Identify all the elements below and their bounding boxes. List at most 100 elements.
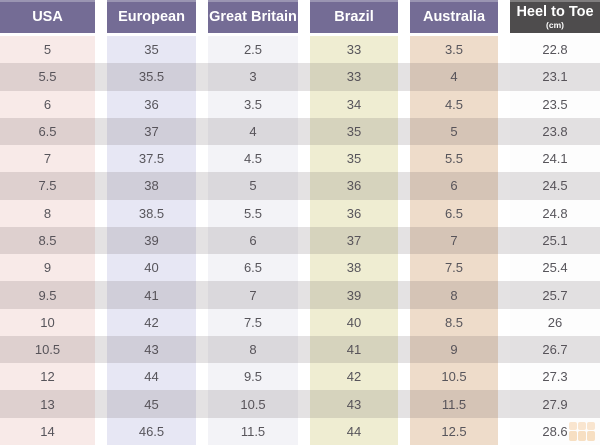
column-header-european: European (107, 0, 196, 33)
table-cell: 35 (310, 117, 398, 146)
table-cell: 46.5 (107, 417, 196, 445)
table-cell: 40 (310, 308, 398, 336)
table-cell: 42 (107, 308, 196, 336)
column-header-label: Australia (422, 8, 486, 25)
table-row: 14 46.5 11.5 44 12.5 28.6 (0, 417, 600, 445)
table-cell: 8.5 (0, 226, 95, 255)
table-cell: 3.5 (208, 90, 298, 118)
table-cell: 6.5 (410, 199, 498, 227)
column-header-heel-to-toe: Heel to Toe (cm) (510, 0, 600, 33)
table-cell: 28.6 (510, 417, 600, 445)
table-cell: 7 (208, 281, 298, 309)
table-cell: 35 (107, 36, 196, 64)
table-cell: 38 (107, 172, 196, 200)
table-cell: 39 (310, 281, 398, 309)
table-cell: 43 (107, 335, 196, 364)
table-cell: 44 (107, 363, 196, 391)
table-row: 13 45 10.5 43 11.5 27.9 (0, 390, 600, 418)
column-header-label: Heel to Toe (516, 3, 594, 20)
table-cell: 38.5 (107, 199, 196, 227)
table-cell: 4 (208, 117, 298, 146)
column-header-label: USA (32, 8, 63, 25)
table-cell: 6 (208, 226, 298, 255)
table-cell: 24.1 (510, 145, 600, 173)
table-cell: 14 (0, 417, 95, 445)
table-cell: 7.5 (410, 254, 498, 282)
table-cell: 41 (310, 335, 398, 364)
table-cell: 5 (0, 36, 95, 64)
table-cell: 34 (310, 90, 398, 118)
column-header-label: Brazil (334, 8, 374, 25)
table-cell: 9.5 (0, 281, 95, 309)
table-row: 8.5 39 6 37 7 25.1 (0, 226, 600, 255)
table-row: 6 36 3.5 34 4.5 23.5 (0, 90, 600, 118)
table-cell: 10 (0, 308, 95, 336)
table-cell: 5 (208, 172, 298, 200)
column-header-australia: Australia (410, 0, 498, 33)
table-cell: 43 (310, 390, 398, 418)
table-cell: 9 (410, 335, 498, 364)
table-row: 9.5 41 7 39 8 25.7 (0, 281, 600, 309)
table-cell: 9 (0, 254, 95, 282)
table-cell: 10.5 (410, 363, 498, 391)
table-cell: 5.5 (208, 199, 298, 227)
table-cell: 26.7 (510, 335, 600, 364)
table-cell: 25.1 (510, 226, 600, 255)
table-row: 12 44 9.5 42 10.5 27.3 (0, 363, 600, 391)
table-row: 6.5 37 4 35 5 23.8 (0, 117, 600, 146)
table-cell: 4.5 (410, 90, 498, 118)
table-cell: 35.5 (107, 63, 196, 91)
table-cell: 27.3 (510, 363, 600, 391)
table-cell: 4 (410, 63, 498, 91)
column-header-label: Great Britain (209, 8, 297, 25)
table-cell: 9.5 (208, 363, 298, 391)
table-cell: 35 (310, 145, 398, 173)
table-cell: 4.5 (208, 145, 298, 173)
table-cell: 26 (510, 308, 600, 336)
column-header-brazil: Brazil (310, 0, 398, 33)
column-header-usa: USA (0, 0, 95, 33)
table-cell: 24.5 (510, 172, 600, 200)
table-row: 7.5 38 5 36 6 24.5 (0, 172, 600, 200)
table-cell: 24.8 (510, 199, 600, 227)
table-cell: 7.5 (208, 308, 298, 336)
table-row: 10 42 7.5 40 8.5 26 (0, 308, 600, 336)
table-cell: 13 (0, 390, 95, 418)
table-cell: 44 (310, 417, 398, 445)
table-cell: 7 (410, 226, 498, 255)
table-cell: 23.1 (510, 63, 600, 91)
table-cell: 11.5 (410, 390, 498, 418)
table-row: 5 35 2.5 33 3.5 22.8 (0, 36, 600, 64)
table-cell: 10.5 (0, 335, 95, 364)
table-cell: 8 (410, 281, 498, 309)
table-cell: 11.5 (208, 417, 298, 445)
table-row: 9 40 6.5 38 7.5 25.4 (0, 254, 600, 282)
table-cell: 3 (208, 63, 298, 91)
table-cell: 36 (310, 199, 398, 227)
table-cell: 40 (107, 254, 196, 282)
table-cell: 25.4 (510, 254, 600, 282)
table-cell: 39 (107, 226, 196, 255)
table-cell: 33 (310, 63, 398, 91)
table-cell: 36 (107, 90, 196, 118)
table-cell: 38 (310, 254, 398, 282)
table-cell: 45 (107, 390, 196, 418)
table-cell: 23.5 (510, 90, 600, 118)
table-cell: 27.9 (510, 390, 600, 418)
table-cell: 8.5 (410, 308, 498, 336)
table-cell: 22.8 (510, 36, 600, 64)
table-cell: 7.5 (0, 172, 95, 200)
table-header-row: USA European Great Britain Brazil Austra… (0, 0, 600, 33)
table-cell: 6 (410, 172, 498, 200)
table-cell: 36 (310, 172, 398, 200)
table-cell: 5.5 (0, 63, 95, 91)
table-cell: 12 (0, 363, 95, 391)
table-row: 5.5 35.5 3 33 4 23.1 (0, 63, 600, 91)
column-header-label: European (118, 8, 185, 25)
table-cell: 37.5 (107, 145, 196, 173)
table-cell: 37 (310, 226, 398, 255)
table-cell: 6.5 (0, 117, 95, 146)
table-row: 7 37.5 4.5 35 5.5 24.1 (0, 145, 600, 173)
table-cell: 12.5 (410, 417, 498, 445)
